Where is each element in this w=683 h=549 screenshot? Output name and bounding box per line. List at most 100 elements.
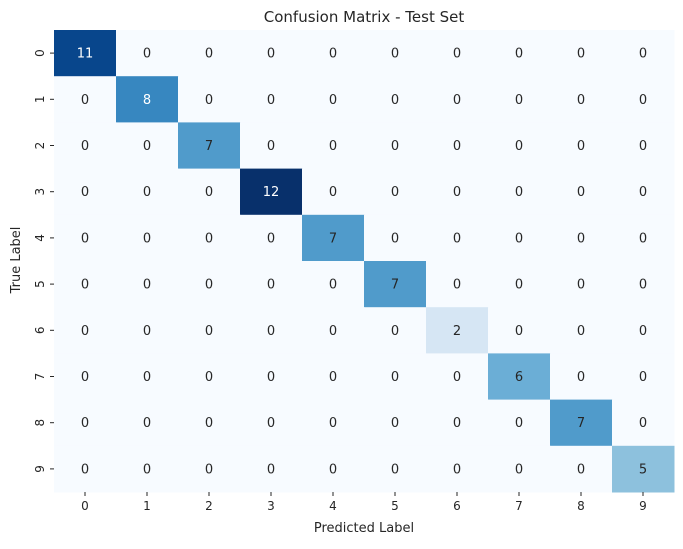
heatmap-cell-7-1: [116, 353, 179, 401]
cell-value-0-8: 0: [577, 47, 585, 62]
heatmap-cell-3-3: [240, 168, 303, 216]
heatmap-cell-6-1: [116, 307, 179, 354]
cell-value-1-8: 0: [577, 93, 585, 108]
heatmap-cell-0-0: [54, 30, 117, 77]
cell-value-0-6: 0: [453, 47, 461, 62]
cell-value-7-8: 0: [577, 370, 585, 385]
cell-value-5-3: 0: [267, 278, 275, 293]
cell-value-7-6: 0: [453, 370, 461, 385]
cell-value-7-1: 0: [143, 370, 151, 385]
x-tick-label-9: 9: [639, 499, 647, 513]
cell-value-1-0: 0: [81, 93, 89, 108]
heatmap-cell-6-6: [426, 307, 489, 354]
cell-value-8-4: 0: [329, 416, 337, 431]
heatmap-cell-9-1: [116, 445, 179, 493]
heatmap-cell-5-9: [612, 261, 675, 308]
cell-value-8-5: 0: [391, 416, 399, 431]
y-tick-label-0: 0: [33, 49, 47, 57]
cell-value-5-8: 0: [577, 278, 585, 293]
cell-value-9-5: 0: [391, 462, 399, 477]
heatmap-cell-4-5: [364, 214, 427, 262]
cell-value-6-3: 0: [267, 324, 275, 339]
heatmap-cell-5-1: [116, 261, 179, 308]
cell-value-4-0: 0: [81, 231, 89, 246]
heatmap-cell-6-9: [612, 307, 675, 354]
x-tick-label-2: 2: [205, 499, 213, 513]
cell-value-3-5: 0: [391, 185, 399, 200]
heatmap-cell-6-4: [302, 307, 365, 354]
x-tick-label-4: 4: [329, 499, 337, 513]
cell-value-0-0: 11: [77, 47, 94, 62]
cell-value-8-3: 0: [267, 416, 275, 431]
cell-value-5-2: 0: [205, 278, 213, 293]
heatmap-cell-8-9: [612, 399, 675, 447]
heatmap-cell-0-8: [550, 30, 613, 77]
cell-value-0-4: 0: [329, 47, 337, 62]
heatmap-cell-2-5: [364, 122, 427, 170]
cell-value-3-2: 0: [205, 185, 213, 200]
heatmap-cell-8-3: [240, 399, 303, 447]
cell-value-0-1: 0: [143, 47, 151, 62]
y-axis-label: True Label: [9, 227, 24, 295]
cell-value-1-7: 0: [515, 93, 523, 108]
heatmap-cell-8-8: [550, 399, 613, 447]
cell-value-4-2: 0: [205, 231, 213, 246]
cell-value-9-2: 0: [205, 462, 213, 477]
cell-value-4-1: 0: [143, 231, 151, 246]
cell-value-9-9: 5: [639, 462, 647, 477]
cell-value-5-5: 7: [391, 278, 399, 293]
cell-value-1-4: 0: [329, 93, 337, 108]
heatmap-cell-1-8: [550, 76, 613, 123]
heatmap-cell-1-0: [54, 76, 117, 123]
heatmap-cell-4-2: [178, 214, 241, 262]
heatmap-cell-1-3: [240, 76, 303, 123]
heatmap-cell-3-1: [116, 168, 179, 216]
heatmap-cell-8-5: [364, 399, 427, 447]
heatmap-cell-5-7: [488, 261, 551, 308]
heatmap-cell-1-7: [488, 76, 551, 123]
heatmap-cell-6-2: [178, 307, 241, 354]
heatmap-cell-7-8: [550, 353, 613, 401]
cell-value-0-3: 0: [267, 47, 275, 62]
cell-value-5-1: 0: [143, 278, 151, 293]
cell-value-2-4: 0: [329, 139, 337, 154]
heatmap-cell-3-0: [54, 168, 117, 216]
heatmap-cell-9-6: [426, 445, 489, 493]
heatmap-cell-9-2: [178, 445, 241, 493]
cell-value-6-0: 0: [81, 324, 89, 339]
y-tick-label-7: 7: [33, 373, 47, 381]
cell-value-8-9: 0: [639, 416, 647, 431]
heatmap-cell-3-8: [550, 168, 613, 216]
heatmap-cell-1-4: [302, 76, 365, 123]
cell-value-2-9: 0: [639, 139, 647, 154]
heatmap-cell-1-6: [426, 76, 489, 123]
heatmap-cell-0-2: [178, 30, 241, 77]
cell-value-9-4: 0: [329, 462, 337, 477]
cell-value-9-8: 0: [577, 462, 585, 477]
cell-value-5-9: 0: [639, 278, 647, 293]
heatmap-cell-4-0: [54, 214, 117, 262]
heatmap-cell-2-4: [302, 122, 365, 170]
heatmap-cell-3-2: [178, 168, 241, 216]
cell-value-2-7: 0: [515, 139, 523, 154]
cell-value-6-4: 0: [329, 324, 337, 339]
cell-value-0-9: 0: [639, 47, 647, 62]
heatmap-cell-5-4: [302, 261, 365, 308]
cell-value-2-0: 0: [81, 139, 89, 154]
cell-value-1-9: 0: [639, 93, 647, 108]
cell-value-1-6: 0: [453, 93, 461, 108]
heatmap-cell-6-8: [550, 307, 613, 354]
cell-value-7-3: 0: [267, 370, 275, 385]
chart-title: Confusion Matrix - Test Set: [264, 8, 465, 26]
heatmap-cell-2-6: [426, 122, 489, 170]
cell-value-1-3: 0: [267, 93, 275, 108]
heatmap-cell-9-0: [54, 445, 117, 493]
heatmap-cells: 11 0 0 0 0 0 0 0 0 0 0 8 0 0 0 0 0 0 0 0 0 0 7 0 0 0 0 0 0 0 0 0 0 12 0 0 0 0…: [54, 30, 675, 493]
cell-value-2-1: 0: [143, 139, 151, 154]
heatmap-cell-4-3: [240, 214, 303, 262]
heatmap-cell-4-6: [426, 214, 489, 262]
heatmap-cell-9-3: [240, 445, 303, 493]
heatmap-cell-1-5: [364, 76, 427, 123]
y-axis-ticks: 0 1 2 3 4 5 6 7 8 9: [33, 49, 54, 473]
